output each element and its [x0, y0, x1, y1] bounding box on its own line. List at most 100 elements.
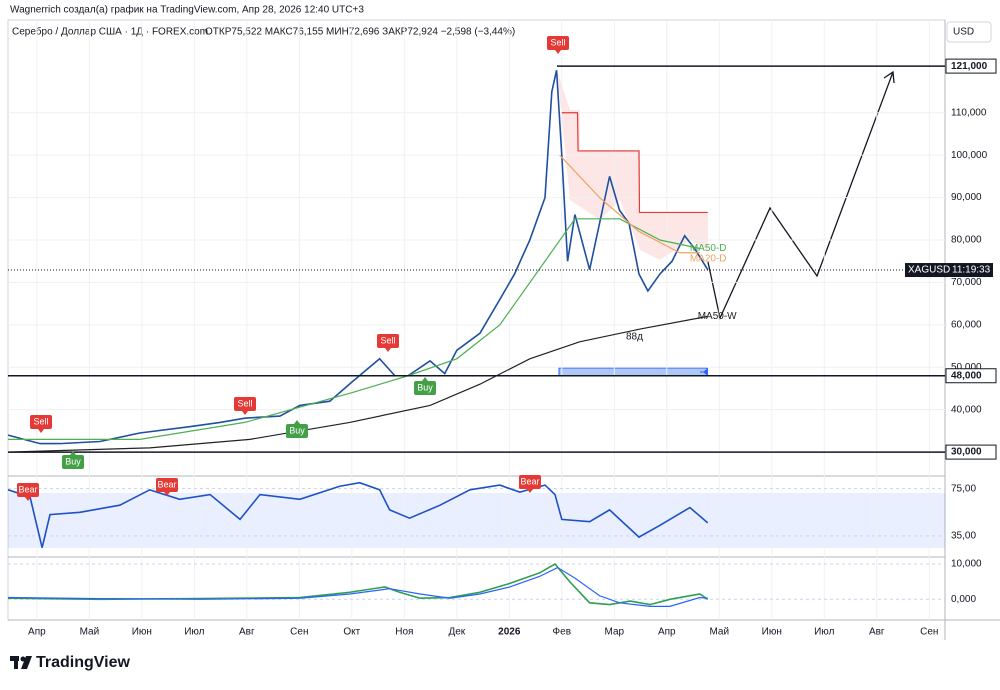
y-tick-label: 70,000: [951, 277, 982, 288]
x-tick-label: Май: [709, 627, 729, 638]
signal-pointer: [164, 492, 170, 496]
level-label: 30,000: [951, 447, 982, 458]
series-line: [7, 70, 709, 445]
signal-label: Sell: [237, 398, 252, 408]
level-box: [945, 368, 997, 384]
logo: [10, 656, 32, 669]
signal-badge: [547, 36, 569, 50]
series-line: [7, 481, 709, 548]
x-tick-label: Июл: [184, 627, 204, 638]
x-tick-label: 2026: [498, 627, 521, 638]
series-line: [559, 154, 700, 254]
level-box: [945, 58, 997, 74]
signal-pointer: [38, 429, 44, 433]
series-line: [7, 315, 708, 453]
x-tick-label: Июн: [762, 627, 782, 638]
signal-label: Sell: [33, 416, 48, 426]
x-tick-label: Фев: [553, 627, 571, 638]
signal-badge: [156, 478, 178, 492]
brand: TradingView: [36, 654, 131, 671]
ohlc: ОТКР75,522 МАКС76,155 МИН72,696 ЗАКР72,9…: [205, 27, 515, 38]
x-tick-label: Сен: [920, 627, 938, 638]
signal-pointer: [527, 489, 533, 493]
logo-dot: [20, 656, 26, 662]
y-tick-label: 0,000: [951, 594, 976, 605]
attribution: Wagnerrich создал(а) график на TradingVi…: [10, 4, 364, 16]
countdown: 11:19:33: [952, 265, 991, 276]
range-arrowhead: [703, 368, 708, 376]
signal-pointer: [294, 420, 300, 424]
y-tick-label: 50,000: [951, 362, 982, 373]
x-tick-label: Июл: [814, 627, 834, 638]
y-tick-label: 110,000: [951, 107, 987, 118]
x-tick-label: Авг: [239, 627, 255, 638]
signal-pointer: [242, 411, 248, 415]
signal-label: Buy: [417, 382, 433, 392]
signal-pointer: [70, 451, 76, 455]
signal-label: Bear: [520, 476, 539, 486]
level-label: 121,000: [951, 61, 988, 72]
signal-label: Sell: [380, 335, 395, 345]
x-tick-label: Мар: [605, 627, 625, 638]
y-tick-label: 75,00: [951, 483, 976, 494]
supertrend-fill: [557, 70, 708, 260]
x-tick-label: Апр: [28, 627, 46, 638]
series-label: MA20-D: [690, 253, 727, 264]
signal-label: Buy: [65, 456, 81, 466]
x-tick-label: Ноя: [395, 627, 413, 638]
y-tick-label: 35,00: [951, 531, 976, 542]
logo-slash: [21, 656, 32, 669]
last-price-box: [905, 263, 993, 278]
logo-stem: [14, 656, 18, 669]
plot-frame: [7, 19, 946, 621]
signal-badge: [286, 424, 308, 438]
signal-label: Bear: [157, 479, 176, 489]
series-line: [561, 112, 708, 214]
y-tick-label: 100,000: [951, 150, 988, 161]
series-label: MA50-W: [698, 311, 737, 322]
signal-badge: [17, 483, 39, 497]
signal-badge: [234, 397, 256, 411]
y-tick-label: 60,000: [951, 319, 982, 330]
series-line: [7, 562, 709, 606]
signal-label: Sell: [550, 37, 565, 47]
signal-badge: [377, 334, 399, 348]
y-tick-label: 40,000: [951, 404, 982, 415]
y-tick-label: 10,000: [951, 559, 982, 570]
x-tick-label: Авг: [869, 627, 885, 638]
signal-pointer: [385, 348, 391, 352]
signal-badge: [30, 415, 52, 429]
last-price-symbol: XAGUSD: [908, 265, 950, 276]
signal-label: Bear: [18, 484, 37, 494]
x-tick-label: Окт: [343, 627, 360, 638]
x-tick-label: Апр: [658, 627, 676, 638]
series-line: [8, 218, 700, 440]
signal-badge: [414, 381, 436, 395]
level-label: 48,000: [951, 370, 982, 381]
signal-badge: [519, 475, 541, 489]
x-tick-label: Июн: [132, 627, 152, 638]
range-box: [558, 367, 708, 377]
signal-label: Buy: [289, 425, 305, 435]
y-tick-label: 90,000: [951, 192, 982, 203]
series-line: [7, 566, 708, 607]
signal-badge: [62, 455, 84, 469]
x-tick-label: Сен: [290, 627, 308, 638]
rsi-band: [8, 493, 945, 548]
currency: USD: [953, 27, 974, 38]
signal-pointer: [422, 377, 428, 381]
signal-pointer: [555, 50, 561, 54]
note: 88д: [626, 332, 643, 343]
level-box: [945, 444, 997, 460]
projection-arrowhead: [883, 70, 895, 84]
x-tick-label: Май: [80, 627, 100, 638]
currency-box[interactable]: [946, 21, 992, 43]
projection-path: [707, 71, 894, 321]
symbol: Серебро / Доллар США · 1Д · FOREX.com: [12, 26, 208, 38]
series-label: MA50-D: [690, 243, 727, 254]
y-tick-label: 80,000: [951, 235, 982, 246]
x-tick-label: Дек: [448, 627, 465, 638]
signal-pointer: [25, 497, 31, 501]
